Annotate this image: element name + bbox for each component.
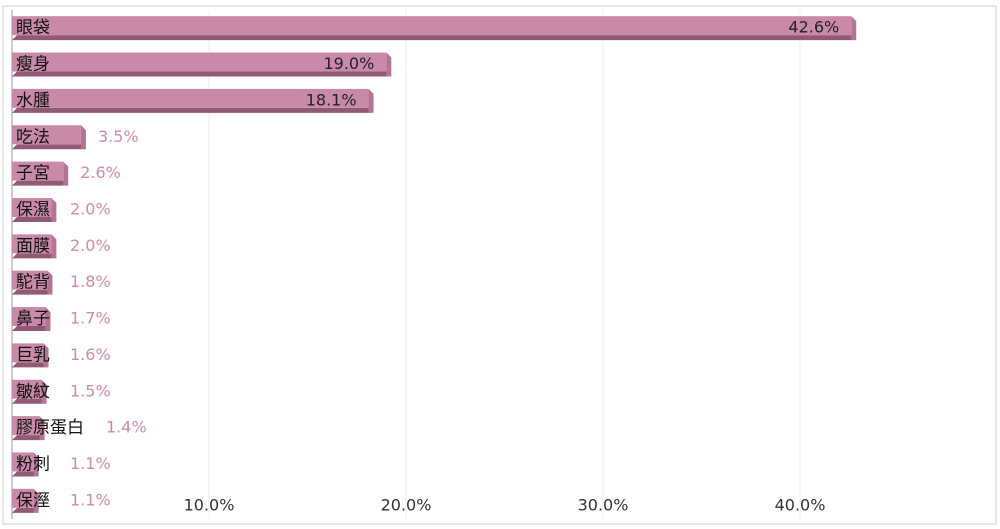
value-label: 2.0% <box>70 236 111 255</box>
y-tick-label: 眼袋 <box>16 18 50 38</box>
value-label: 3.5% <box>98 127 139 146</box>
bar-shade <box>386 52 392 77</box>
y-tick-label: 面膜 <box>16 236 50 256</box>
chart-frame <box>2 5 997 525</box>
value-label: 1.1% <box>70 454 111 473</box>
y-tick-label: 吃法 <box>16 127 50 147</box>
value-label: 1.8% <box>70 272 111 291</box>
y-tick-label: 鼻子 <box>16 309 50 329</box>
bar-shade <box>51 197 57 222</box>
bar-shade <box>43 343 49 368</box>
value-label: 1.6% <box>70 345 111 364</box>
value-label: 2.6% <box>80 163 121 182</box>
value-label: 19.0% <box>323 54 374 73</box>
bar-shade <box>12 326 51 332</box>
bar <box>12 307 46 327</box>
y-tick-label: 瘦身 <box>16 55 50 75</box>
value-label: 1.5% <box>70 381 111 400</box>
bar-shade <box>45 307 51 332</box>
bar <box>12 16 852 36</box>
bar-shade <box>80 125 86 150</box>
bar-shade <box>12 71 392 77</box>
bar <box>12 270 48 290</box>
bar <box>12 416 40 436</box>
y-tick-label: 子宮 <box>16 164 50 184</box>
bar-shade <box>12 253 57 259</box>
bar-shade <box>12 216 57 222</box>
value-label: 2.0% <box>70 199 111 218</box>
bar-shade <box>47 270 53 295</box>
bar-shade <box>51 234 57 259</box>
y-tick-label: 皺紋 <box>16 382 50 402</box>
bar <box>12 161 64 181</box>
y-tick-label: 保濕 <box>16 200 50 220</box>
y-tick-label: 水腫 <box>16 91 50 111</box>
bar-shade <box>851 16 857 41</box>
bar <box>12 234 52 254</box>
x-tick-label: 40.0% <box>775 496 826 515</box>
bar <box>12 88 369 108</box>
bar-shade <box>41 379 47 404</box>
bar-shade <box>12 435 45 441</box>
y-tick-label: 保溼 <box>16 491 50 511</box>
bar-shade <box>39 416 45 441</box>
bar <box>12 197 52 217</box>
bar <box>12 488 34 508</box>
value-label: 1.4% <box>106 418 147 437</box>
bar-shade <box>12 144 86 150</box>
bar-shade <box>12 362 49 368</box>
y-tick-label: 膠原蛋白 <box>16 418 84 438</box>
y-tick-label: 駝背 <box>16 273 50 293</box>
bar <box>12 343 44 363</box>
bar <box>12 452 34 472</box>
value-label: 42.6% <box>788 18 839 37</box>
bar-shade <box>63 161 69 186</box>
bar-shade <box>12 398 47 404</box>
bar <box>12 125 81 145</box>
bar-shade <box>33 452 39 477</box>
bar-shade <box>33 488 39 513</box>
x-tick-label: 10.0% <box>184 496 235 515</box>
value-label: 1.1% <box>70 490 111 509</box>
value-label: 1.7% <box>70 309 111 328</box>
bar-shade <box>12 35 857 41</box>
bar-shade <box>368 88 374 113</box>
bar <box>12 52 387 72</box>
bar-shade <box>12 471 39 477</box>
x-tick-label: 20.0% <box>381 496 432 515</box>
bar <box>12 379 42 399</box>
y-tick-label: 巨乳 <box>16 345 50 365</box>
bar-shade <box>12 107 374 113</box>
value-label: 18.1% <box>306 90 357 109</box>
bar-shade <box>12 507 39 513</box>
bar-shade <box>12 289 53 295</box>
bar-shade <box>12 180 69 186</box>
y-tick-label: 粉刺 <box>16 454 50 474</box>
x-tick-label: 30.0% <box>578 496 629 515</box>
